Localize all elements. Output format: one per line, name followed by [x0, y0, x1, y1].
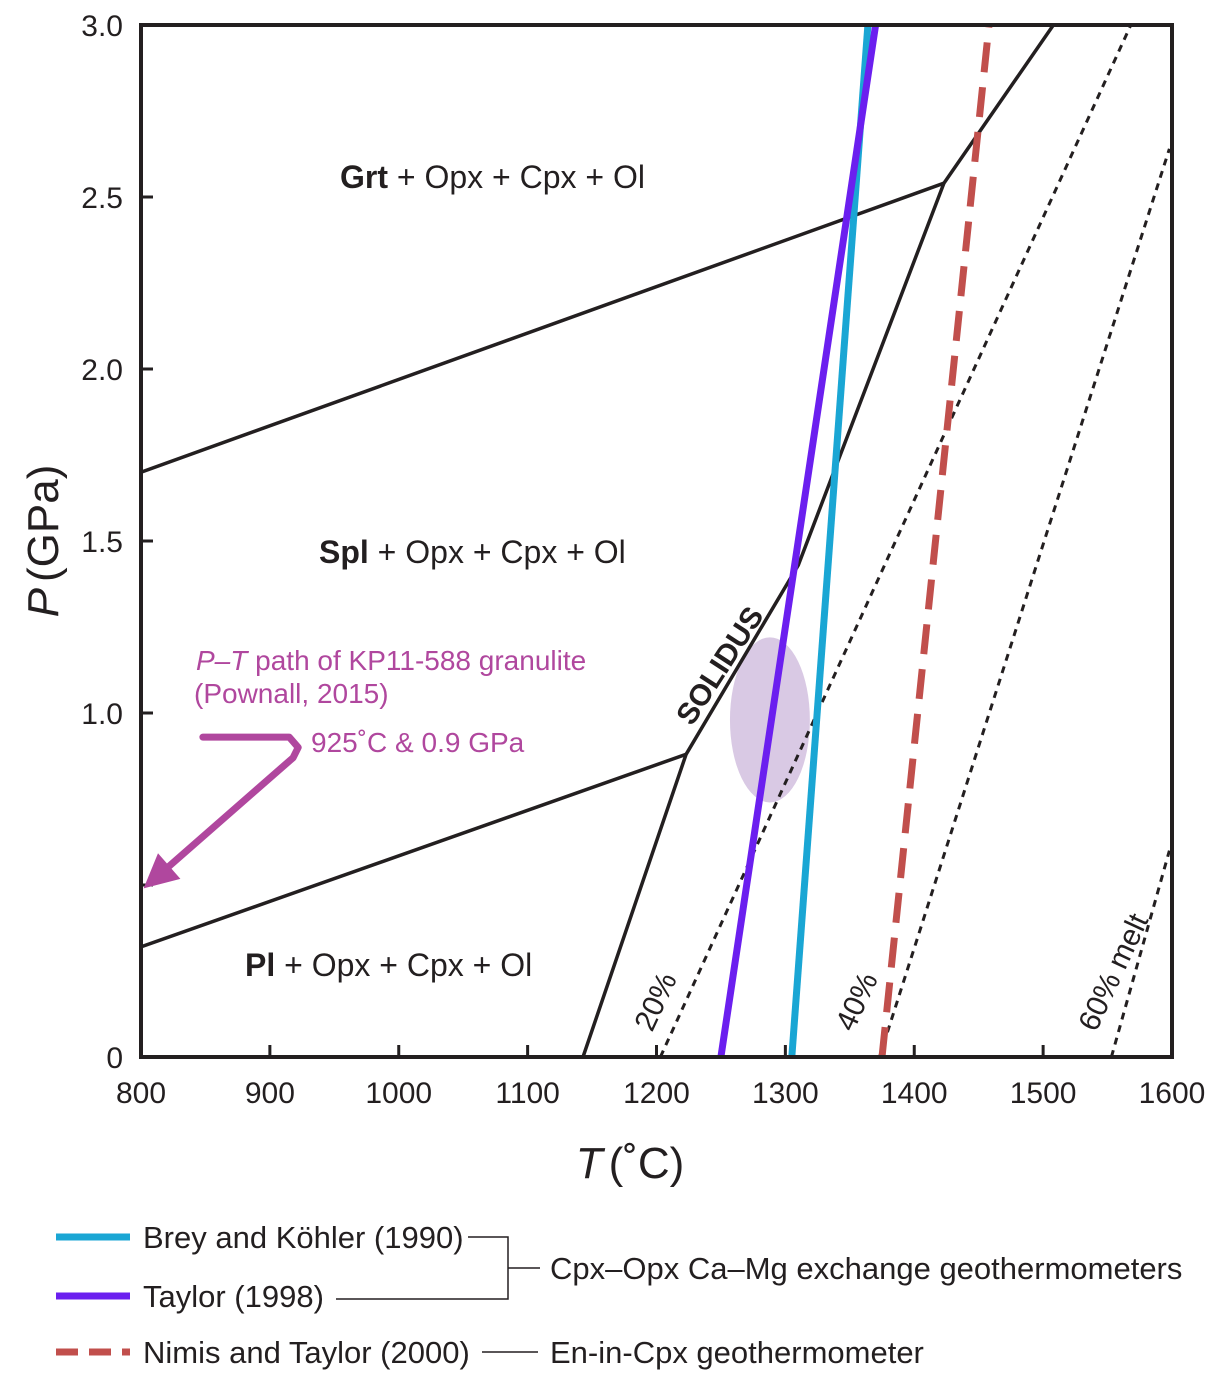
series-line-1	[717, 25, 880, 1057]
x-axis-ticks: 800 900 1000 1100 1200 1300 1400 1500 1600	[116, 1045, 1205, 1110]
x-tick-label: 1300	[752, 1077, 819, 1110]
phase-boundary-spl-pl	[141, 752, 687, 949]
phase-boundary-grt-spl	[141, 181, 945, 474]
field-label-garnet: Grt + Opx + Cpx + Ol	[340, 159, 645, 195]
y-tick-label: 1.5	[81, 526, 123, 559]
x-tick-label: 1200	[623, 1077, 690, 1110]
geothermometer-series	[717, 25, 993, 1057]
isopleth-label-20: 20%	[628, 968, 683, 1036]
field-label-spinel: Spl + Opx + Cpx + Ol	[319, 534, 626, 570]
legend-group-label-en-in-cpx: En-in-Cpx geothermometer	[550, 1335, 924, 1370]
field-label-plagioclase: Pl + Opx + Cpx + Ol	[245, 947, 532, 983]
x-tick-label: 1000	[365, 1077, 432, 1110]
legend-label-nimis-taylor: Nimis and Taylor (2000)	[143, 1335, 470, 1370]
legend-label-brey-kohler: Brey and Köhler (1990)	[143, 1220, 464, 1255]
y-axis-title: P(GPa)	[19, 465, 68, 618]
y-tick-label: 2.0	[81, 354, 123, 387]
series-line-2	[878, 25, 993, 1057]
y-axis-ticks: 0 1.0 1.5 2.0 2.5 3.0	[81, 10, 153, 1075]
pt-path-line	[162, 733, 302, 873]
phase-boundary-solidus	[581, 25, 1055, 1057]
legend: Brey and Köhler (1990) Taylor (1998) Nim…	[56, 1220, 1182, 1370]
plot-frame	[139, 23, 1174, 1059]
x-tick-label: 1600	[1139, 1077, 1206, 1110]
x-tick-label: 1500	[1010, 1077, 1077, 1110]
x-tick-label: 1100	[495, 1077, 560, 1110]
x-tick-label: 900	[245, 1077, 295, 1110]
y-tick-label: 1.0	[81, 698, 123, 731]
pt-path-title: P–T path of KP11-588 granulite	[196, 645, 586, 676]
isopleth-label-60: 60% melt	[1072, 908, 1155, 1036]
y-tick-label: 3.0	[81, 10, 123, 43]
melt-isopleth-2	[1109, 850, 1171, 1057]
pt-path-peak-label: 925˚C & 0.9 GPa	[311, 727, 525, 758]
pt-path-citation: (Pownall, 2015)	[194, 678, 389, 709]
pt-path-arrowhead	[143, 853, 181, 889]
x-tick-label: 1400	[881, 1077, 948, 1110]
x-tick-label: 800	[116, 1077, 166, 1110]
y-tick-label: 0	[106, 1042, 123, 1075]
pt-path-group: P–T path of KP11-588 granulite (Pownall,…	[143, 645, 586, 889]
legend-bracket	[336, 1236, 540, 1300]
phase-boundaries	[141, 25, 1055, 1057]
series-line-0	[788, 25, 872, 1057]
legend-group-label-exchange: Cpx–Opx Ca–Mg exchange geothermometers	[550, 1251, 1182, 1286]
legend-label-taylor: Taylor (1998)	[143, 1279, 324, 1314]
y-tick-label: 2.5	[81, 182, 123, 215]
x-axis-title: T (˚C)	[576, 1139, 685, 1188]
melt-isopleths	[659, 25, 1171, 1057]
isopleth-label-40: 40%	[829, 968, 884, 1036]
melt-isopleth-1	[878, 148, 1171, 1057]
